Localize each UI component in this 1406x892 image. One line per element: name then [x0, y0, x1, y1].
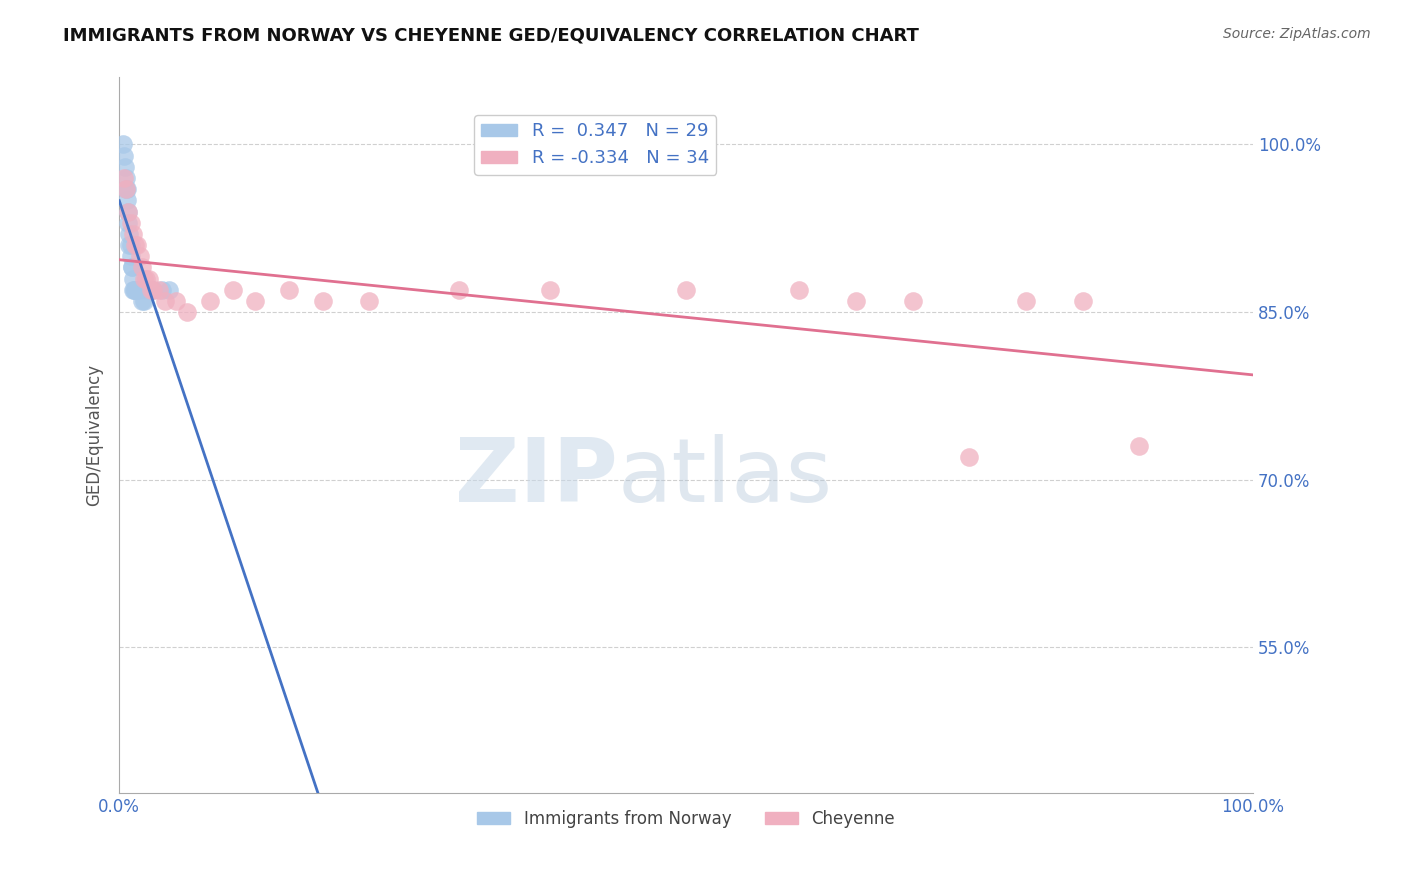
Point — [845, 293, 868, 308]
Point — [538, 283, 561, 297]
Point — [135, 283, 157, 297]
Point — [118, 238, 141, 252]
Point — [114, 160, 136, 174]
Point — [115, 171, 138, 186]
Point — [312, 293, 335, 308]
Point — [221, 283, 243, 297]
Point — [134, 271, 156, 285]
Point — [122, 271, 145, 285]
Point — [124, 238, 146, 252]
Point — [122, 283, 145, 297]
Point — [959, 450, 981, 465]
Point — [449, 283, 471, 297]
Point — [278, 283, 301, 297]
Point — [357, 293, 380, 308]
Point — [115, 182, 138, 196]
Point — [121, 260, 143, 275]
Point — [120, 249, 142, 263]
Point — [112, 149, 135, 163]
Point — [122, 283, 145, 297]
Point — [1015, 293, 1038, 308]
Point — [117, 204, 139, 219]
Point — [142, 283, 165, 297]
Legend: Immigrants from Norway, Cheyenne: Immigrants from Norway, Cheyenne — [471, 803, 901, 834]
Point — [120, 216, 142, 230]
Point — [131, 260, 153, 275]
Point — [134, 293, 156, 308]
Point — [165, 293, 187, 308]
Point — [111, 137, 134, 152]
Text: atlas: atlas — [619, 434, 834, 522]
Point — [675, 283, 697, 297]
Point — [120, 238, 142, 252]
Point — [127, 238, 149, 252]
Point — [157, 283, 180, 297]
Point — [139, 283, 162, 297]
Point — [148, 283, 170, 297]
Point — [122, 227, 145, 241]
Point — [127, 283, 149, 297]
Point — [115, 182, 138, 196]
Point — [153, 293, 176, 308]
Point — [198, 293, 221, 308]
Text: Source: ZipAtlas.com: Source: ZipAtlas.com — [1223, 27, 1371, 41]
Point — [125, 283, 148, 297]
Point — [245, 293, 267, 308]
Text: ZIP: ZIP — [456, 434, 619, 522]
Point — [128, 249, 150, 263]
Text: IMMIGRANTS FROM NORWAY VS CHEYENNE GED/EQUIVALENCY CORRELATION CHART: IMMIGRANTS FROM NORWAY VS CHEYENNE GED/E… — [63, 27, 920, 45]
Point — [1071, 293, 1094, 308]
Point — [138, 271, 160, 285]
Point — [1128, 439, 1150, 453]
Point — [135, 271, 157, 285]
Point — [131, 293, 153, 308]
Point — [117, 216, 139, 230]
Point — [112, 171, 135, 186]
Point — [115, 194, 138, 208]
Point — [121, 260, 143, 275]
Point — [128, 283, 150, 297]
Point — [142, 283, 165, 297]
Point — [901, 293, 924, 308]
Point — [150, 283, 173, 297]
Point — [124, 283, 146, 297]
Point — [139, 283, 162, 297]
Point — [789, 283, 811, 297]
Point — [176, 305, 198, 319]
Y-axis label: GED/Equivalency: GED/Equivalency — [86, 364, 103, 506]
Point — [118, 227, 141, 241]
Point — [115, 182, 138, 196]
Point — [117, 204, 139, 219]
